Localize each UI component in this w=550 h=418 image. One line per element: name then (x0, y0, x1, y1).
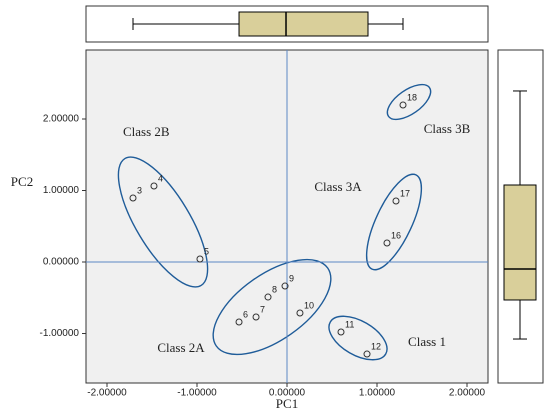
point (337, 328, 345, 336)
x-tick-label: 2.00000 (449, 388, 486, 399)
point (363, 350, 371, 358)
point (235, 318, 243, 326)
ellipse (117, 156, 209, 288)
point-label: 11 (345, 319, 354, 329)
point (196, 255, 204, 263)
point (383, 239, 391, 247)
point-label: 3 (137, 185, 142, 195)
annotation: Class 1 (408, 334, 446, 349)
point (281, 282, 289, 290)
point (129, 194, 137, 202)
point (150, 182, 158, 190)
point-label: 5 (204, 246, 209, 256)
x-tick-label: 1.00000 (359, 388, 396, 399)
point-label: 17 (400, 188, 410, 198)
ellipse (365, 173, 423, 271)
point-label: 10 (304, 300, 314, 310)
point-label: 7 (260, 304, 265, 314)
point-label: 12 (371, 341, 381, 351)
annotation: Class 2B (123, 124, 170, 139)
point-label: 6 (243, 309, 248, 319)
point (399, 101, 407, 109)
x-tick-label: -2.00000 (87, 388, 127, 399)
ellipses (117, 83, 432, 361)
y-tick-label: -1.00000 (40, 328, 80, 339)
ellipse (386, 83, 432, 121)
point-label: 18 (407, 92, 417, 102)
y-axis-label: PC2 (11, 174, 33, 189)
point-label: 9 (289, 273, 294, 283)
point-label: 16 (391, 230, 401, 240)
point (392, 197, 400, 205)
point (296, 309, 304, 317)
ellipse (328, 315, 388, 361)
x-axis-label: PC1 (276, 396, 298, 411)
point-label: 4 (158, 173, 163, 183)
y-tick-label: 2.00000 (43, 114, 80, 125)
ellipse (212, 258, 332, 356)
annotation: Class 2A (157, 340, 205, 355)
point-label: 8 (272, 284, 277, 294)
x-tick-label: -1.00000 (177, 388, 217, 399)
y-tick-label: 1.00000 (43, 185, 80, 196)
box (503, 184, 537, 301)
point (252, 313, 260, 321)
y-tick-label: 0.00000 (43, 257, 80, 268)
x-tick-label: 0.00000 (269, 388, 306, 399)
box (238, 11, 369, 37)
annotation: Class 3B (424, 121, 471, 136)
annotation: Class 3A (314, 179, 362, 194)
point (264, 293, 272, 301)
